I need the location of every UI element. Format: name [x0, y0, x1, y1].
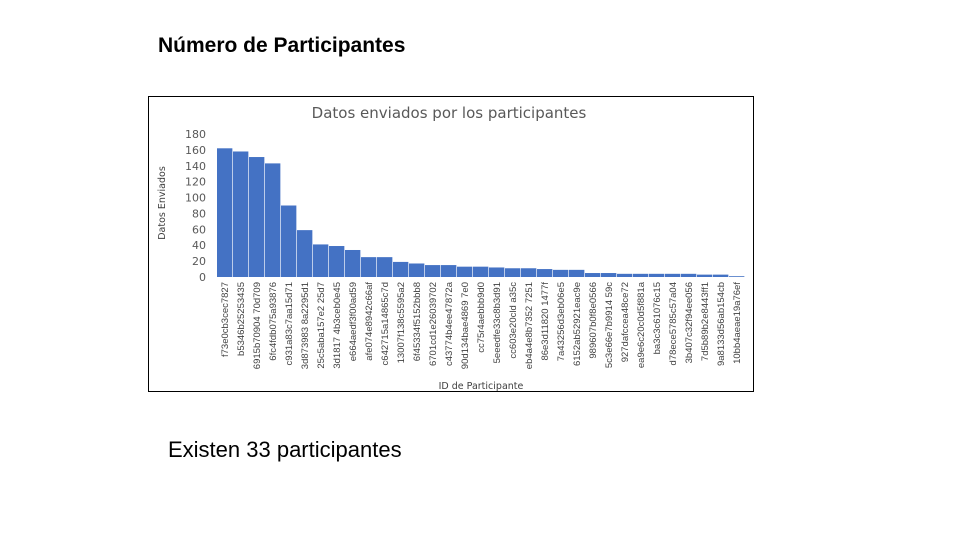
- bar: [649, 273, 665, 277]
- bar: [409, 263, 425, 277]
- x-tick-label: 10bb4aeae19a76ef: [732, 282, 743, 364]
- bar: [601, 273, 617, 277]
- bar: [313, 244, 329, 277]
- bar-chart: Datos enviados por los participantes Dat…: [157, 104, 745, 391]
- x-tick-label: 3d1817 4b3ceb0e45: [332, 282, 343, 369]
- bar: [233, 151, 249, 277]
- y-axis-label: Datos Enviados: [157, 166, 168, 240]
- y-tick-label: 80: [192, 207, 206, 220]
- x-tick-label: 5c3e66e7b9914 59c: [604, 282, 615, 368]
- bar: [297, 230, 313, 277]
- x-tick-label: 6fc4fdb075a93876: [268, 282, 279, 361]
- x-tick-label: 25c5aba157e2 25d7: [316, 282, 327, 369]
- x-tick-label: 989607b0f8e0566: [588, 282, 599, 359]
- y-tick-label: 160: [185, 144, 206, 157]
- bar: [441, 265, 457, 277]
- bar: [377, 257, 393, 277]
- bar: [457, 266, 473, 277]
- bar: [681, 273, 697, 277]
- bar: [217, 148, 233, 277]
- y-tick-label: 180: [185, 128, 206, 141]
- x-tick-label: cc75r4aebbb9d0: [476, 282, 487, 353]
- x-tick-label: 9a8133d56ab154cb: [716, 282, 727, 366]
- x-tick-label: 7d5b89b2e8443ff1: [700, 282, 711, 361]
- bar: [553, 269, 569, 277]
- x-tick-label: 7a43256d3eb06e5: [556, 282, 567, 361]
- bar: [537, 269, 553, 277]
- bar: [329, 246, 345, 277]
- x-tick-label: ea9e6c20c0d5f881a: [636, 281, 647, 368]
- bar: [361, 257, 377, 277]
- x-tick-label: 90d134bae4869 7e0: [460, 282, 471, 369]
- bar: [281, 205, 297, 277]
- bar: [697, 274, 713, 277]
- x-tick-label: c43774b4ee47872a: [444, 281, 455, 366]
- bar: [729, 276, 745, 277]
- bar: [345, 249, 361, 277]
- y-tick-label: 40: [192, 239, 206, 252]
- x-tick-label: afe074e8942c66af: [364, 282, 375, 361]
- x-tick-label: 927dafccea48ce72: [620, 282, 631, 362]
- x-tick-label: 13007f138c5595a2: [396, 282, 407, 363]
- bar: [249, 157, 265, 277]
- y-tick-label: 60: [192, 223, 206, 236]
- chart-container: Datos enviados por los participantes Dat…: [148, 96, 754, 392]
- slide-title: Número de Participantes: [158, 34, 406, 57]
- bar: [585, 273, 601, 277]
- x-tick-label: d78ece5785c57a04: [668, 282, 679, 365]
- x-tick-label: 86e3d11820 1477f: [540, 282, 551, 361]
- x-tick-label: 6152ab52921eac9e: [572, 282, 583, 366]
- y-tick-label: 0: [199, 271, 206, 284]
- body-text: Existen 33 participantes: [168, 437, 402, 462]
- bar: [617, 273, 633, 277]
- bar: [489, 267, 505, 277]
- bar: [569, 269, 585, 277]
- bar: [425, 265, 441, 277]
- bar: [473, 266, 489, 277]
- bar: [521, 268, 537, 277]
- bar: [505, 268, 521, 277]
- bar: [633, 273, 649, 277]
- y-tick-label: 20: [192, 255, 206, 268]
- x-tick-label: 3b407c32f94ee056: [684, 282, 695, 363]
- bar: [665, 273, 681, 277]
- y-tick-label: 140: [185, 160, 206, 173]
- bar: [393, 261, 409, 277]
- bar: [713, 274, 729, 277]
- x-tick-label: 6701cd1e26039702: [428, 282, 439, 366]
- x-tick-label: 3d873983 8a2295d1: [300, 282, 311, 369]
- x-tick-label: c931a83c7aa15d71: [284, 282, 295, 365]
- bar: [265, 163, 281, 277]
- x-tick-label: f73e0cb3cec7827: [220, 282, 231, 357]
- x-tick-label: e664aedf3f00ad59: [348, 282, 359, 361]
- x-tick-label: c642715a14865c7d: [380, 282, 391, 365]
- x-tick-label: b5346b25253435: [236, 282, 247, 356]
- x-tick-label: eb4a4e8b7352 7251: [524, 282, 535, 369]
- x-axis-label: ID de Participante: [439, 381, 524, 391]
- chart-title: Datos enviados por los participantes: [312, 104, 587, 122]
- y-tick-label: 120: [185, 176, 206, 189]
- x-tick-label: 5eeedfe33c8b3d91: [492, 282, 503, 363]
- x-tick-label: 6f45334f5152bbb8: [412, 282, 423, 361]
- x-tick-label: cc603e20cld a35c: [508, 282, 519, 359]
- x-tick-label: ba3c3c61076c15: [652, 282, 663, 354]
- x-tick-label: 6915b70904 70d709: [252, 282, 263, 369]
- y-tick-label: 100: [185, 192, 206, 205]
